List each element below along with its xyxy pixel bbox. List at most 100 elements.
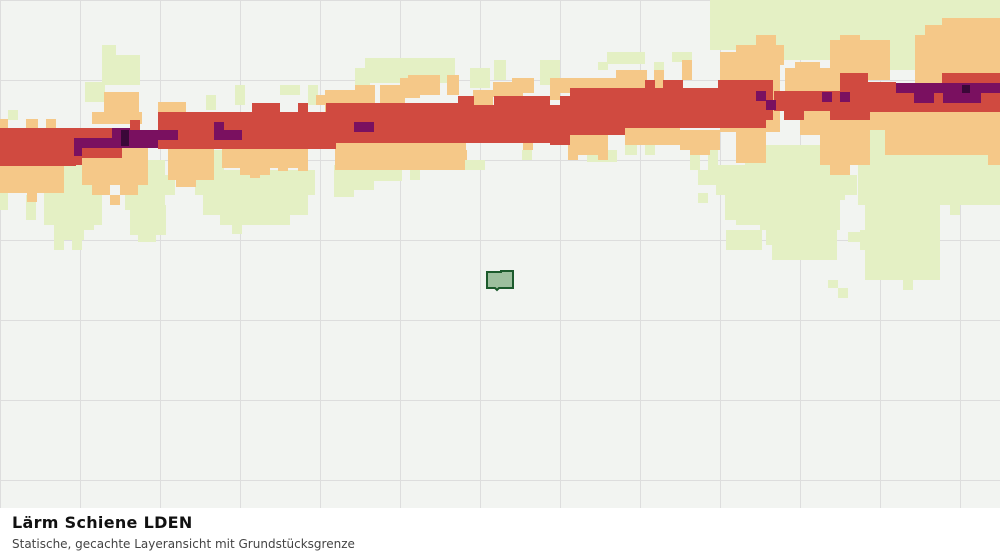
noise-cell-lowest [645, 145, 655, 155]
noise-cell-lowest [138, 230, 156, 242]
noise-cell-lowest [950, 195, 960, 215]
noise-cell-low [512, 78, 534, 93]
noise-cell-lowest [598, 62, 608, 70]
noise-cell-high [738, 118, 764, 128]
noise-cell-high [663, 80, 683, 90]
noise-cell-very-high [840, 92, 850, 102]
noise-cell-high [560, 96, 570, 106]
noise-cell-lowest [85, 82, 105, 102]
grid-line [0, 320, 1000, 321]
map-caption: Lärm Schiene LDEN Statische, gecachte La… [0, 508, 1000, 560]
noise-cell-lowest [102, 45, 116, 55]
noise-cell-lowest [710, 0, 1000, 20]
noise-cell-high [625, 88, 645, 128]
noise-cell-lowest [755, 145, 820, 155]
noise-cell-very-high [943, 93, 981, 103]
grid-line [0, 80, 1000, 81]
grid-line [80, 0, 81, 508]
noise-cell-lowest [838, 288, 848, 298]
noise-cell-very-high [766, 100, 776, 110]
noise-cell-lowest [410, 170, 420, 180]
noise-cell-high [784, 108, 804, 120]
layer-subtitle: Statische, gecachte Layeransicht mit Gru… [12, 537, 355, 551]
noise-cell-lowest [280, 85, 300, 95]
noise-cell-low [942, 18, 1000, 38]
noise-cell-low [875, 50, 890, 75]
grid-line [480, 0, 481, 508]
noise-cell-low [278, 165, 288, 171]
noise-cell-lowest [672, 52, 692, 62]
noise-cell-lowest [860, 230, 910, 250]
noise-cell-high [645, 88, 663, 128]
noise-cell-low [298, 165, 308, 171]
noise-cell-lowest [26, 195, 36, 220]
noise-cell-very-high [130, 130, 178, 140]
map-grid [0, 0, 1000, 508]
noise-cell-high [326, 103, 336, 113]
noise-cell-low [598, 150, 608, 160]
noise-cell-lowest [64, 160, 82, 200]
noise-cell-high [494, 96, 550, 143]
parcel-boundary[interactable] [486, 270, 514, 292]
noise-cell-lowest [698, 170, 716, 185]
noise-cell-low [820, 130, 870, 165]
grid-line [0, 480, 1000, 481]
noise-cell-low [682, 60, 692, 80]
noise-cell-very-high [74, 138, 114, 148]
noise-cell-lowest [760, 195, 840, 230]
noise-cell-low [250, 170, 260, 178]
grid-line [560, 0, 561, 508]
noise-cell-lowest [625, 145, 637, 155]
noise-cell-low [756, 35, 776, 55]
noise-cell-lowest [214, 150, 224, 175]
noise-cell-low [428, 150, 438, 160]
noise-cell-high [570, 88, 625, 135]
noise-cell-lowest [54, 235, 64, 250]
noise-cell-low [428, 75, 440, 95]
noise-cell-lowest [522, 150, 532, 160]
noise-cell-low [447, 150, 457, 160]
noise-cell-lowest [206, 95, 216, 110]
noise-cell-low [110, 195, 120, 205]
noise-cell-high [466, 105, 496, 143]
noise-cell-lowest [828, 280, 838, 288]
noise-cell-high [298, 103, 308, 113]
noise-cell-lowest [465, 160, 485, 170]
noise-cell-low [176, 175, 196, 187]
noise-cell-low [616, 70, 636, 90]
noise-cell-low [380, 85, 405, 105]
grid-line [0, 0, 1, 508]
noise-cell-lowest [232, 222, 242, 234]
grid-line [160, 0, 161, 508]
noise-cell-low [840, 35, 860, 55]
grid-line [720, 0, 721, 508]
noise-cell-high [645, 80, 655, 90]
noise-cell-lowest [220, 210, 290, 225]
noise-cell-low [447, 75, 459, 95]
noise-map[interactable] [0, 0, 1000, 508]
noise-cell-lowest [850, 20, 920, 40]
noise-cell-high [700, 88, 718, 108]
noise-cell-lowest [698, 193, 708, 203]
noise-cell-very-high [130, 140, 158, 148]
noise-cell-lowest [690, 150, 700, 170]
layer-title: Lärm Schiene LDEN [12, 513, 193, 532]
noise-cell-high [252, 103, 280, 115]
noise-cell-high [868, 82, 896, 112]
noise-cell-low [690, 145, 710, 155]
noise-cell-low [457, 150, 467, 160]
noise-cell-extreme [121, 130, 129, 146]
noise-cell-low [92, 180, 110, 195]
noise-cell-high [458, 96, 474, 106]
grid-line [240, 0, 241, 508]
noise-cell-lowest [988, 190, 1000, 205]
noise-cell-low [27, 186, 37, 202]
noise-cell-low [316, 95, 326, 105]
noise-cell-high [0, 138, 82, 165]
noise-cell-very-high [354, 122, 374, 132]
noise-cell-high [130, 120, 140, 130]
noise-cell-lowest [470, 68, 490, 88]
noise-cell-lowest [607, 52, 645, 64]
grid-line [400, 0, 401, 508]
noise-cell-very-high [214, 122, 224, 132]
